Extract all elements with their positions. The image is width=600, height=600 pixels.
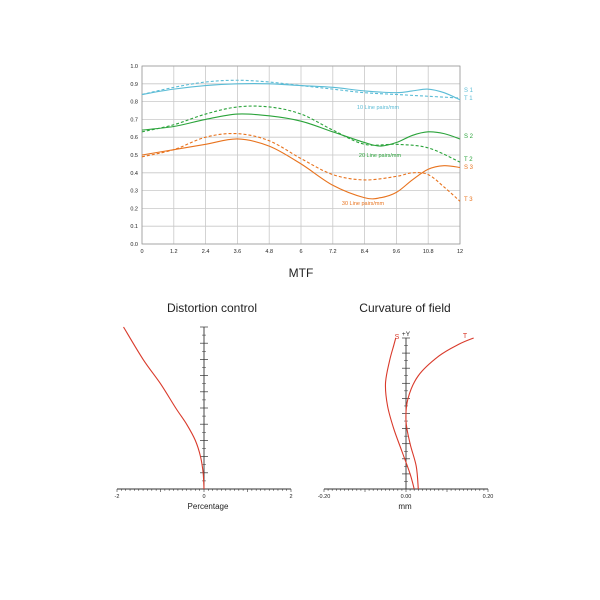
mtf-title: MTF: [289, 266, 314, 280]
mtf-annotation: 20 Line pairs/mm: [359, 153, 402, 159]
curvature-series-label: S: [395, 334, 400, 341]
mtf-y-tick-label: 0.0: [130, 242, 138, 248]
curvature-x-tick-label: 0.20: [483, 494, 494, 500]
mtf-annotation: 10 Line pairs/mm: [357, 105, 400, 111]
mtf-x-tick-label: 0: [140, 249, 143, 255]
mtf-y-tick-label: 0.5: [130, 153, 138, 159]
mtf-series-label: S 1: [464, 88, 474, 94]
curvature-series-label: T: [463, 333, 468, 340]
curvature-curve: [384, 337, 415, 490]
mtf-y-tick-label: 0.3: [130, 189, 138, 195]
mtf-annotation: 30 Line pairs/mm: [342, 201, 385, 207]
mtf-x-tick-label: 2.4: [202, 249, 210, 255]
mtf-y-tick-label: 0.2: [130, 206, 138, 212]
curvature-title: Curvature of field: [359, 301, 450, 315]
mtf-y-tick-label: 0.8: [130, 100, 138, 106]
distortion-xlabel: Percentage: [188, 502, 229, 511]
mtf-x-tick-label: 6: [299, 249, 302, 255]
mtf-series-label: S 2: [464, 134, 474, 140]
mtf-y-tick-label: 0.4: [130, 171, 138, 177]
mtf-y-tick-label: 0.6: [130, 135, 138, 141]
mtf-y-tick-label: 0.7: [130, 117, 138, 123]
mtf-series-line: [141, 83, 461, 101]
curvature-y-axis-label: +Y: [402, 331, 411, 338]
mtf-series-line: [141, 132, 461, 202]
mtf-chart: 0 1.2 2.4 3.6 4.8 6 7.2 8.4 9.6 10.8 12 0.0 0.1 0.2 0.…: [130, 64, 473, 255]
mtf-series-line: [141, 105, 461, 163]
mtf-x-tick-label: 8.4: [361, 249, 369, 255]
curvature-xlabel: mm: [398, 502, 412, 511]
mtf-series-line: [141, 138, 461, 200]
distortion-x-tick-label: -2: [115, 494, 120, 500]
mtf-series-label: T 1: [464, 96, 473, 102]
curvature-x-tick-label: -0.20: [318, 494, 331, 500]
mtf-y-tick-label: 0.1: [130, 224, 138, 230]
mtf-y-tick-label: 1.0: [130, 64, 138, 70]
mtf-y-tick-label: 0.9: [130, 82, 138, 88]
mtf-series-label: T 2: [464, 157, 473, 163]
mtf-series-label: S 3: [464, 165, 474, 171]
distortion-chart: -2 0 2: [115, 326, 293, 500]
mtf-series-line: [141, 79, 461, 99]
mtf-x-tick-label: 3.6: [234, 249, 242, 255]
mtf-x-tick-label: 9.6: [393, 249, 401, 255]
mtf-x-tick-label: 10.8: [423, 249, 434, 255]
curvature-x-tick-label: 0.00: [401, 494, 412, 500]
distortion-x-tick-label: 0: [202, 494, 205, 500]
curvature-chart: -0.20 0.00 0.20 +YS T: [318, 331, 494, 500]
mtf-series-label: T 3: [464, 197, 473, 203]
mtf-series-line: [141, 113, 461, 147]
curvature-curve: [405, 337, 474, 490]
mtf-x-tick-label: 7.2: [329, 249, 337, 255]
distortion-x-tick-label: 2: [289, 494, 292, 500]
mtf-x-tick-label: 4.8: [265, 249, 273, 255]
mtf-x-tick-label: 12: [457, 249, 463, 255]
distortion-title: Distortion control: [167, 301, 257, 315]
mtf-x-tick-label: 1.2: [170, 249, 178, 255]
distortion-curve: [123, 326, 205, 490]
